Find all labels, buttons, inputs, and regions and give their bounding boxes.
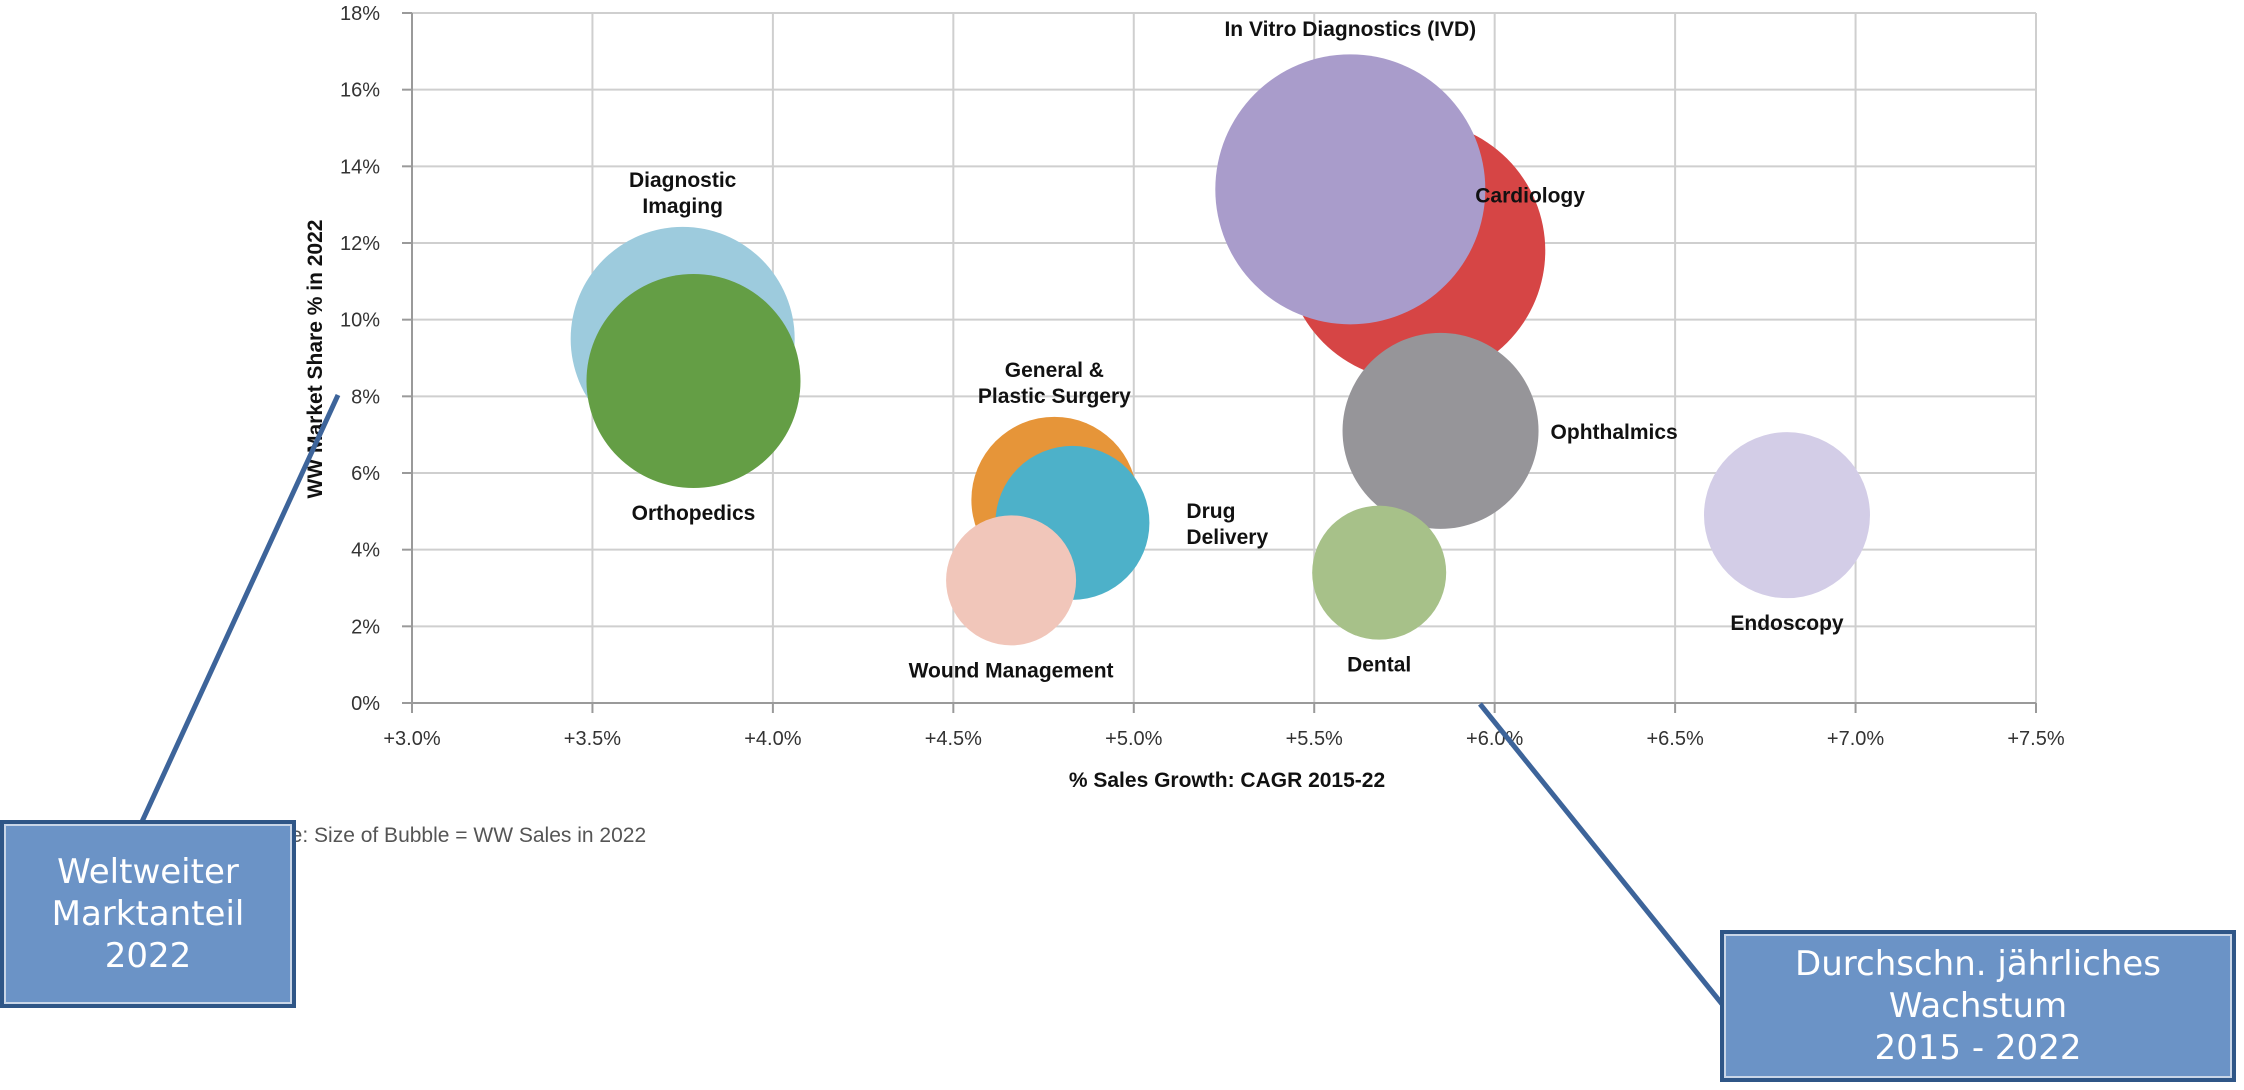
callout-market-share-text: Weltweiter Marktanteil 2022	[51, 852, 245, 976]
x-tick-label: +7.0%	[1827, 728, 1884, 750]
bubble-wound-management	[946, 515, 1077, 646]
callout-annual-growth-text: Durchschn. jährliches Wachstum 2015 - 20…	[1795, 944, 2161, 1068]
x-tick-label: +5.5%	[1286, 728, 1343, 750]
label-dental: Dental	[1347, 654, 1411, 677]
y-tick-label: 0%	[351, 693, 380, 715]
bubble-orthopedics	[586, 274, 801, 488]
x-tick-label: +5.0%	[1105, 728, 1162, 750]
y-tick-label: 12%	[340, 233, 380, 255]
label-in-vitro-diagnostics-ivd: In Vitro Diagnostics (IVD)	[1224, 18, 1476, 41]
bubble-in-vitro-diagnostics-ivd	[1215, 54, 1486, 325]
x-axis-title: % Sales Growth: CAGR 2015-22	[1069, 769, 1385, 792]
x-tick-label: +7.5%	[2007, 728, 2064, 750]
bubble-dental	[1312, 505, 1447, 640]
x-tick-label: +4.5%	[925, 728, 982, 750]
y-tick-label: 10%	[340, 310, 380, 332]
y-tick-label: 2%	[351, 616, 380, 638]
y-tick-label: 16%	[340, 80, 380, 102]
bubble-ophthalmics	[1342, 332, 1539, 529]
label-wound-management: Wound Management	[909, 659, 1114, 682]
y-tick-label: 8%	[351, 386, 380, 408]
y-tick-label: 4%	[351, 540, 380, 562]
label-endoscopy: Endoscopy	[1730, 612, 1844, 635]
label-orthopedics: Orthopedics	[632, 502, 756, 525]
label-general-plastic-surgery: General & Plastic Surgery	[978, 359, 1131, 408]
bubble-labels: Cardiology In Vitro Diagnostics (IVD) Diag…	[629, 18, 1844, 682]
callout-market-share: Weltweiter Marktanteil 2022	[0, 820, 296, 1008]
x-axis-ticks: +3.0% +3.5% +4.0% +4.5% +5.0% +5.5% +6.0% +6.5%…	[383, 728, 2064, 750]
y-tick-label: 6%	[351, 463, 380, 485]
y-tick-label: 14%	[340, 156, 380, 178]
label-cardiology: Cardiology	[1475, 185, 1585, 208]
x-tick-label: +3.0%	[383, 728, 440, 750]
bubble-endoscopy	[1703, 432, 1870, 599]
x-tick-label: +4.0%	[744, 728, 801, 750]
callout-right-connector	[1478, 702, 1724, 1006]
label-drug-delivery: Drug Delivery	[1186, 500, 1268, 549]
label-ophthalmics: Ophthalmics	[1551, 421, 1678, 444]
x-tick-label: +3.5%	[564, 728, 621, 750]
callout-annual-growth: Durchschn. jährliches Wachstum 2015 - 20…	[1720, 930, 2236, 1082]
y-tick-label: 18%	[340, 3, 380, 25]
bubble-series	[570, 54, 1870, 646]
y-axis-ticks: 0% 2% 4% 6% 8% 10% 12% 14% 16% 18%	[340, 3, 380, 715]
chart-note: Note: Size of Bubble = WW Sales in 2022	[258, 824, 646, 847]
label-diagnostic-imaging: Diagnostic Imaging	[629, 169, 737, 218]
x-tick-label: +6.0%	[1466, 728, 1523, 750]
x-tick-label: +6.5%	[1646, 728, 1703, 750]
callout-left-connector	[137, 393, 341, 828]
